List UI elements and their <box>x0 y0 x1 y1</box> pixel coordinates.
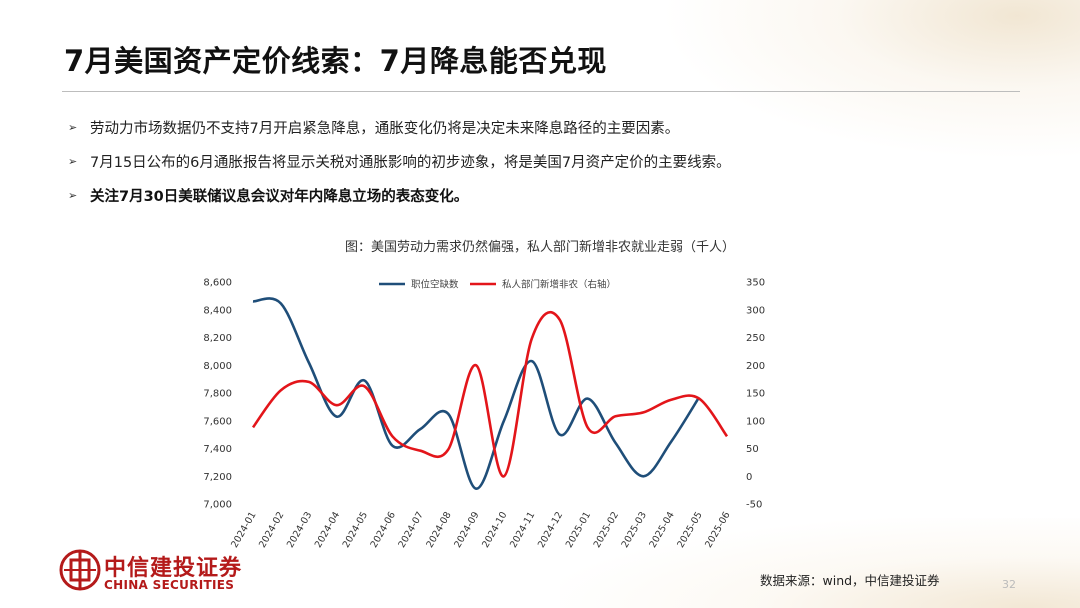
y-tick-label-left: 7,400 <box>203 444 232 455</box>
page-title: 7月美国资产定价线索：7月降息能否兑现 <box>64 44 607 78</box>
x-tick-label: 2025-04 <box>647 510 676 550</box>
y-tick-label-right: 350 <box>746 278 765 289</box>
x-tick-label: 2024-05 <box>341 510 370 550</box>
x-tick-label: 2024-10 <box>480 510 509 550</box>
bullet-item: ➢ 劳动力市场数据仍不支持7月开启紧急降息，通胀变化仍将是决定未来降息路径的主要… <box>68 110 968 144</box>
logo-text-cn: 中信建投证券 <box>104 556 243 581</box>
x-tick-label: 2024-01 <box>229 510 258 550</box>
bullet-text: 关注7月30日美联储议息会议对年内降息立场的表态变化。 <box>90 188 469 205</box>
series-line-job-openings <box>252 297 701 490</box>
y-tick-label-left: 8,600 <box>203 278 232 289</box>
x-tick-label: 2024-04 <box>313 510 342 550</box>
y-tick-label-left: 7,800 <box>203 389 232 400</box>
y-tick-label-right: 0 <box>746 472 752 483</box>
x-tick-label: 2024-08 <box>424 510 453 550</box>
x-tick-label: 2025-06 <box>703 510 732 550</box>
y-tick-label-left: 8,200 <box>203 333 232 344</box>
x-tick-label: 2025-03 <box>620 510 649 550</box>
y-tick-label-left: 7,000 <box>203 500 232 511</box>
y-tick-label-right: 150 <box>746 389 765 400</box>
x-tick-label: 2024-02 <box>257 510 286 550</box>
y-tick-label-right: 300 <box>746 305 765 316</box>
series-line-private-payrolls <box>251 311 729 478</box>
y-tick-label-left: 7,600 <box>203 416 232 427</box>
x-tick-label: 2024-07 <box>397 510 426 550</box>
y-tick-label-left: 7,200 <box>203 472 232 483</box>
x-tick-label: 2024-09 <box>452 510 481 550</box>
china-securities-logo-icon <box>59 549 101 591</box>
bullet-item: ➢ 7月15日公布的6月通胀报告将显示关税对通胀影响的初步迹象，将是美国7月资产… <box>68 144 968 178</box>
y-tick-label-right: 250 <box>746 333 765 344</box>
y-tick-label-right: 100 <box>746 416 765 427</box>
arrow-bullet-icon: ➢ <box>68 188 78 202</box>
logo-text-en: CHINA SECURITIES <box>104 578 235 592</box>
legend-label: 职位空缺数 <box>411 279 459 291</box>
y-tick-label-right: -50 <box>746 500 762 511</box>
x-tick-label: 2025-02 <box>592 510 621 550</box>
chart-title: 图：美国劳动力需求仍然偏强，私人部门新增非农就业走弱（千人） <box>344 240 735 255</box>
arrow-bullet-icon: ➢ <box>68 154 78 168</box>
bullet-list: ➢ 劳动力市场数据仍不支持7月开启紧急降息，通胀变化仍将是决定未来降息路径的主要… <box>68 110 968 212</box>
title-divider <box>62 91 1020 92</box>
bullet-item: ➢ 关注7月30日美联储议息会议对年内降息立场的表态变化。 <box>68 178 968 212</box>
bullet-text: 劳动力市场数据仍不支持7月开启紧急降息，通胀变化仍将是决定未来降息路径的主要因素… <box>90 120 680 137</box>
y-tick-label-right: 50 <box>746 444 759 455</box>
y-tick-label-left: 8,400 <box>203 305 232 316</box>
bullet-text: 7月15日公布的6月通胀报告将显示关税对通胀影响的初步迹象，将是美国7月资产定价… <box>90 154 731 171</box>
legend-label: 私人部门新增非农（右轴） <box>502 279 616 291</box>
y-tick-label-right: 200 <box>746 361 765 372</box>
x-tick-label: 2024-11 <box>508 510 537 550</box>
arrow-bullet-icon: ➢ <box>68 120 78 134</box>
x-tick-label: 2024-12 <box>536 510 565 550</box>
y-tick-label-left: 8,000 <box>203 361 232 372</box>
x-tick-label: 2024-03 <box>285 510 314 550</box>
page-number: 32 <box>1002 578 1016 591</box>
x-tick-label: 2024-06 <box>369 510 398 550</box>
x-tick-label: 2025-01 <box>564 510 593 550</box>
data-source: 数据来源：wind，中信建投证券 <box>760 573 940 588</box>
x-tick-label: 2025-05 <box>675 510 704 550</box>
